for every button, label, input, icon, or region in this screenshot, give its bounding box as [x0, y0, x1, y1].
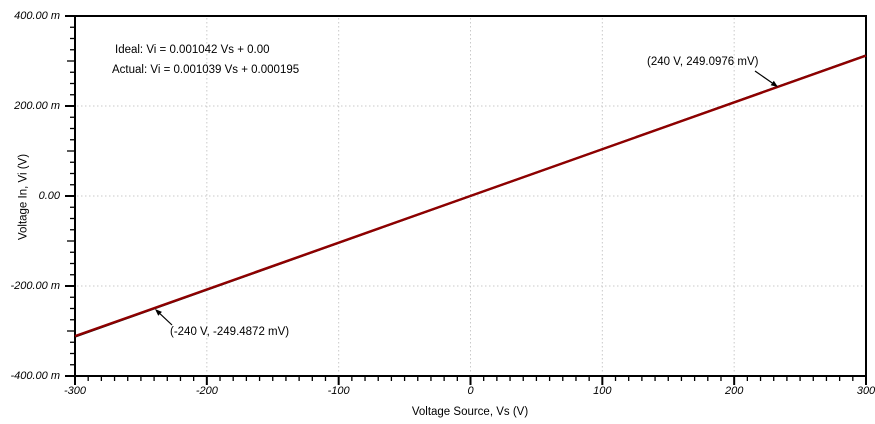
y-tick-label: 0.00: [38, 190, 60, 202]
y-tick-label: -200.00 m: [10, 280, 60, 292]
x-tick-label: 200: [724, 385, 744, 397]
x-tick-label: -200: [195, 385, 218, 397]
y-tick-label: 400.00 m: [14, 10, 60, 22]
annotation-arrow-head: [770, 80, 778, 87]
annotation-arrow-head: [155, 309, 162, 316]
x-tick-label: -300: [63, 385, 87, 397]
series-line-actual: [74, 54, 867, 338]
actual-equation-label: Actual: Vi = 0.001039 Vs + 0.000195: [112, 64, 300, 76]
annotation-arrow-line: [754, 70, 773, 84]
point-annotation-negative: (-240 V, -249.4872 mV): [170, 326, 290, 338]
x-tick-label: 300: [856, 385, 875, 397]
x-tick-label: 100: [593, 385, 612, 397]
plot-border: [74, 15, 867, 377]
y-tick-label: 200.00 m: [14, 100, 60, 112]
ideal-equation-label: Ideal: Vi = 0.001042 Vs + 0.00: [115, 44, 270, 56]
annotation-arrow-line: [159, 313, 173, 326]
x-tick-label: 0: [467, 385, 474, 397]
point-annotation-positive: (240 V, 249.0976 mV): [647, 56, 759, 68]
x-axis-title: Voltage Source, Vs (V): [411, 406, 529, 418]
y-tick-label: -400.00 m: [10, 370, 60, 382]
x-tick-label: -100: [327, 385, 350, 397]
